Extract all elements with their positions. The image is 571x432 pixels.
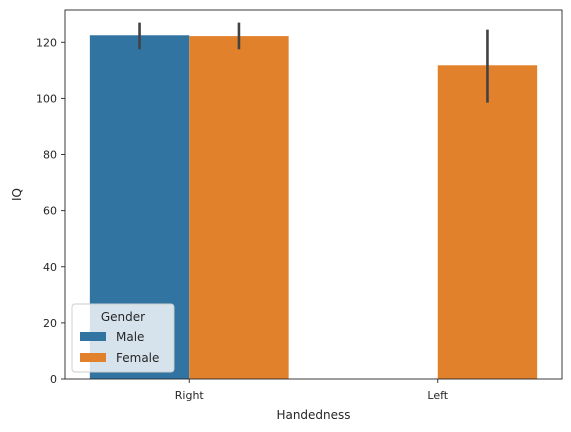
error-bars (138, 22, 489, 103)
y-tick-label: 20 (43, 317, 57, 330)
axes-frame (64, 9, 563, 380)
legend-label-female: Female (116, 351, 159, 365)
y-tick-label: 120 (36, 36, 57, 49)
x-axis-label: Handedness (276, 408, 350, 422)
legend: Gender Male Female (71, 303, 175, 373)
bar-female-right (189, 36, 289, 379)
legend-label-male: Male (116, 330, 144, 344)
x-axis: Right Left (175, 379, 449, 402)
x-tick-label: Right (175, 389, 205, 402)
x-tick-label: Left (427, 389, 448, 402)
legend-swatch-female (80, 353, 106, 362)
y-axis: 0 20 40 60 80 100 120 (36, 36, 65, 386)
y-tick-label: 60 (43, 205, 57, 218)
y-axis-label: IQ (10, 188, 24, 201)
legend-swatch-male (80, 332, 106, 341)
y-tick-label: 0 (50, 373, 57, 386)
legend-title: Gender (101, 310, 145, 324)
bars (89, 35, 538, 379)
y-tick-label: 80 (43, 149, 57, 162)
y-tick-label: 100 (36, 92, 57, 105)
y-tick-label: 40 (43, 261, 57, 274)
bar-female-left (437, 65, 538, 379)
